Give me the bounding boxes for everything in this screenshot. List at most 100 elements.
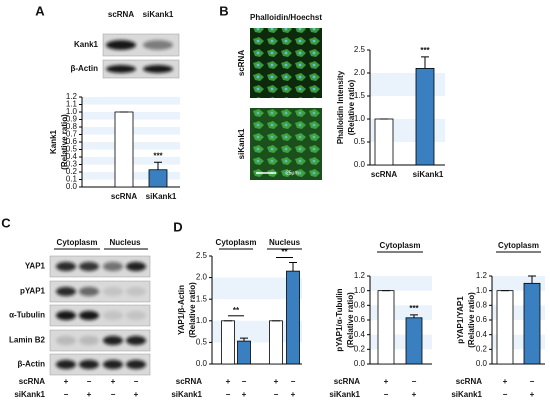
bar [286,270,300,365]
treatment-sign: − [503,390,508,399]
treatment-sign: − [226,390,231,399]
blot-band [56,310,76,321]
y-tick-label: 0.4 [66,152,78,161]
y-axis-label: pYAP1/YAP1 [456,296,465,344]
grid-band [212,277,302,300]
treatment-name: scRNA [456,377,482,386]
significance-label: *** [420,46,430,55]
x-tick-label: siKank1 [413,170,444,179]
treatment-sign: + [291,390,296,399]
blot-band [56,261,76,272]
panel-label: B [219,3,228,18]
bar [496,290,514,365]
y-tick-label: 0.0 [66,182,78,191]
treatment-sign: + [134,390,139,399]
y-tick-label: 0.0 [476,359,488,368]
treatment-sign: + [530,390,535,399]
x-tick-label: scRNA [371,170,397,179]
y-tick-label: 0.5 [354,137,366,146]
blot-band [103,286,123,297]
y-tick-label: 0.0 [196,359,208,368]
y-tick-label: 1.0 [354,286,366,295]
treatment-sign: + [384,377,389,386]
bar [237,340,251,365]
fraction-label: Cytoplasm [57,238,98,247]
panel-label: D [173,219,182,234]
blot-strip [49,329,151,352]
blot-band [143,65,173,73]
y-tick-label: 1.0 [196,316,208,325]
y-tick-label: 1.0 [476,286,488,295]
error-bar [421,56,429,69]
treatment-name: siKank1 [329,390,360,399]
significance-label: ** [233,306,240,315]
y-axis-label: (Relative ratio) [188,282,197,338]
treatment-name: siKank1 [14,390,45,399]
y-axis-label: YAP1/β-Actin [177,285,186,335]
treatment-name: siKank1 [171,390,202,399]
treatment-sign: + [412,390,417,399]
y-tick-label: 2.5 [196,251,208,260]
blot-band [126,286,146,297]
group-label: Nucleus [269,238,301,247]
imaging-row: siKank1 [237,128,246,159]
bar [377,290,395,365]
treatment-sign: + [226,377,231,386]
y-tick-label: 0.4 [476,330,488,339]
treatment-sign: + [111,377,116,386]
y-axis-label: (Relative ratio) [60,114,69,170]
y-tick-label: 1.0 [354,114,366,123]
treatment-sign: + [274,377,279,386]
bar [148,169,168,188]
grid-band [370,276,432,291]
image-sikank1 [250,108,322,180]
significance-label: ** [281,248,288,257]
blot-band [103,335,123,346]
blot-row: pYAP1 [20,287,46,296]
y-tick-label: 0.1 [66,175,78,184]
image-scrna [250,28,322,98]
error-bar [240,337,248,342]
x-tick-label: scRNA [111,192,137,201]
grid-band [82,97,180,105]
y-tick-label: 0.9 [66,115,78,124]
treatment-sign: − [291,377,296,386]
image-overlay [250,108,322,180]
treatment-sign: − [64,390,69,399]
y-tick-label: 0.2 [476,344,488,353]
y-tick-label: 0.6 [66,137,78,146]
y-tick-label: 1.5 [354,91,366,100]
treatment-sign: − [384,390,389,399]
y-tick-label: 1.2 [354,271,366,280]
treatment-name: scRNA [176,377,202,386]
treatment-sign: − [530,377,535,386]
scale-label: 25μm [286,170,299,176]
treatment-sign: − [111,390,116,399]
y-tick-label: 0.2 [66,167,78,176]
y-axis-label: Kank1 [49,129,58,154]
y-tick-label: 1.0 [66,107,78,116]
treatment-sign: − [87,377,92,386]
group-label: Cytoplasm [498,241,539,250]
blot-row: Kank1 [74,40,99,49]
blot-row: β-Actin [70,64,98,73]
y-tick-label: 1.5 [196,294,208,303]
blot-band [79,335,99,346]
blot-band [126,359,146,370]
treatment-name: scRNA [19,377,45,386]
blot-strip [102,33,180,57]
treatment-sign: + [87,390,92,399]
y-tick-label: 0.6 [476,315,488,324]
y-tick-label: 0.3 [66,160,78,169]
x-tick-label: siKank1 [146,192,177,201]
blot-band [103,359,123,370]
blot-band [126,335,146,346]
y-tick-label: 1.2 [476,271,488,280]
error-bar [410,314,418,318]
y-axis-label: pYAP1/α-Tubulin [335,288,344,351]
bar [114,111,134,188]
significance-label: *** [409,304,419,313]
blot-strip [49,280,151,303]
blot-band [103,261,123,272]
